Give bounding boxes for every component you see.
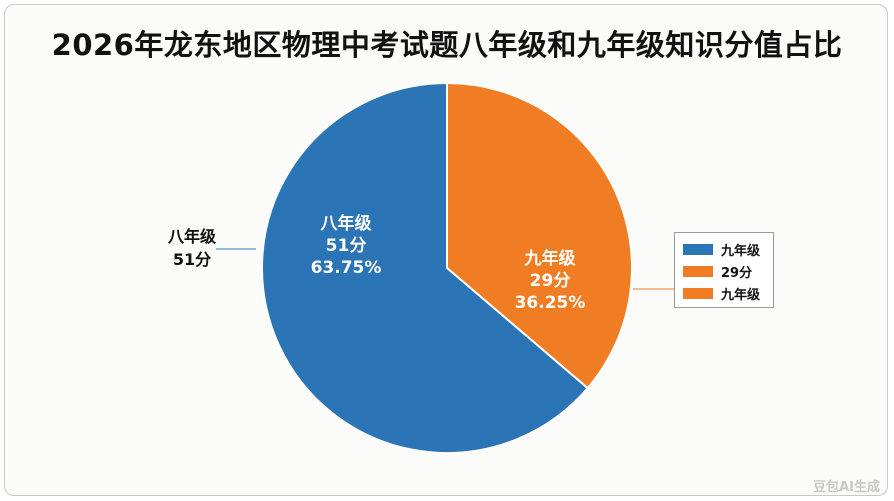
outside-label-name: 八年级 bbox=[167, 227, 217, 246]
watermark: 豆包AI生成 bbox=[813, 480, 880, 495]
legend: 九年级 29分 九年级 bbox=[674, 232, 774, 308]
slice-label-ninth-percent: 36.25% bbox=[515, 293, 586, 313]
legend-swatch-0 bbox=[683, 243, 713, 255]
legend-item: 九年级 bbox=[683, 238, 773, 260]
slice-label-eighth-value: 51分 bbox=[326, 236, 367, 256]
legend-swatch-2 bbox=[683, 287, 713, 299]
outside-label-value: 51分 bbox=[173, 250, 211, 269]
slice-label-ninth-name: 九年级 bbox=[524, 248, 576, 269]
slice-ninth-grade bbox=[446, 81, 633, 390]
legend-label: 九年级 bbox=[721, 287, 761, 303]
slice-label-eighth-percent: 63.75% bbox=[311, 258, 382, 278]
slice-label-eighth-name: 八年级 bbox=[321, 213, 372, 234]
slice-label-ninth-value: 29分 bbox=[530, 271, 571, 291]
legend-label: 九年级 bbox=[721, 243, 761, 259]
slice-eighth-grade bbox=[261, 81, 590, 454]
legend-item: 九年级 bbox=[683, 282, 773, 304]
legend-item: 29分 bbox=[683, 260, 773, 282]
chart-title: 2026年龙东地区物理中考试题八年级和九年级知识分值占比 bbox=[51, 28, 843, 62]
legend-label: 29分 bbox=[721, 265, 753, 281]
legend-swatch-1 bbox=[683, 265, 713, 277]
